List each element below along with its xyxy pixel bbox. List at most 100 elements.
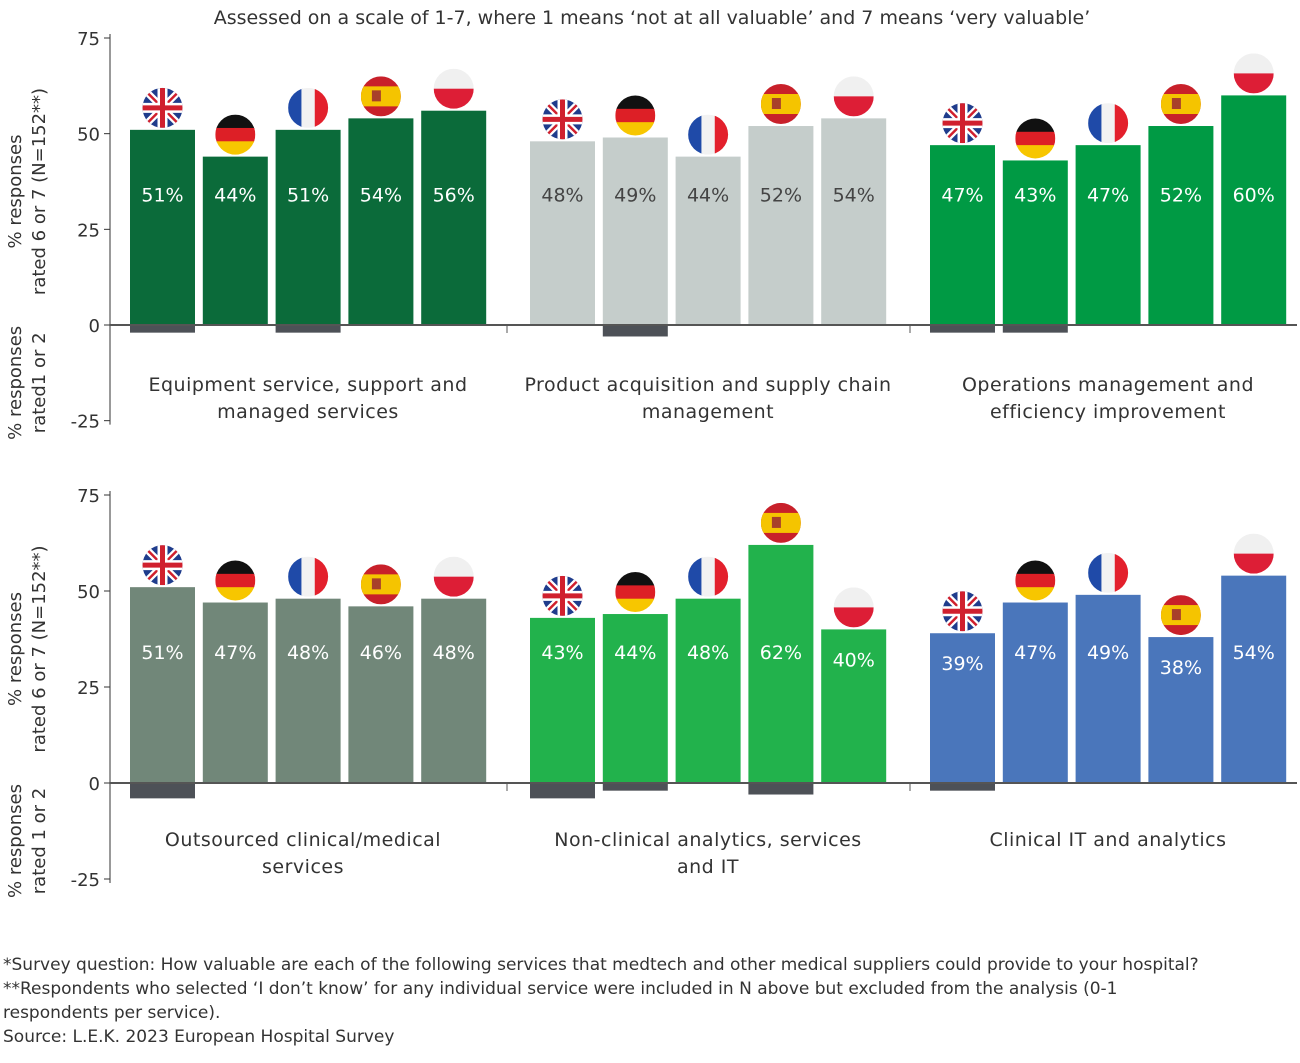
spain-flag-icon	[1160, 84, 1201, 125]
y-axis-label-negative: % responses rated1 or 2	[5, 326, 50, 440]
y-tick-label: 50	[77, 582, 100, 603]
spain-flag-icon	[360, 564, 401, 605]
bar-france	[275, 129, 341, 325]
bar-germany	[1002, 602, 1068, 783]
spain-flag-icon	[1160, 595, 1201, 636]
data-label: 49%	[614, 184, 656, 206]
bar-poland	[821, 629, 887, 783]
negative-bar	[275, 325, 341, 333]
data-label: 52%	[1160, 184, 1202, 206]
germany-flag-icon	[615, 95, 656, 136]
poland-flag-icon	[1233, 533, 1274, 574]
bar-uk	[930, 145, 995, 325]
uk-flag-icon	[142, 87, 183, 128]
bar-germany	[602, 614, 668, 783]
bar-group: 39% 47% 49% 38% 54%	[930, 575, 1287, 791]
y-axis-label-negative: % responses rated 1 or 2	[5, 784, 50, 898]
data-label: 52%	[760, 184, 802, 206]
y-tick-label: 0	[89, 316, 100, 337]
bar-poland	[821, 118, 887, 325]
uk-flag-icon	[142, 545, 183, 586]
data-label: 56%	[433, 184, 475, 206]
bar-uk	[130, 587, 195, 783]
data-label: 54%	[833, 184, 875, 206]
bar-germany	[202, 156, 268, 325]
data-label: 44%	[614, 642, 656, 664]
france-flag-icon	[688, 556, 729, 597]
group-label-outsourced: Outsourced clinical/medical services	[164, 829, 442, 878]
data-label: 62%	[760, 642, 802, 664]
group-label-non-clinical: Non-clinical analytics, services and IT	[554, 829, 862, 878]
group-label-equipment: Equipment service, support and managed s…	[148, 374, 468, 423]
uk-flag-icon	[942, 591, 983, 632]
chart-panel-1: 75 50 25 0 -25 % responses rated 6 or 7 (N=152…	[5, 29, 1297, 440]
chart-panel-2: 75 50 25 0 -25 % responses rated 6 or 7 (N=152…	[5, 486, 1297, 898]
france-flag-icon	[288, 556, 329, 597]
negative-bar	[130, 783, 195, 799]
france-flag-icon	[688, 114, 729, 155]
data-label: 51%	[141, 642, 183, 664]
bar-spain	[1148, 126, 1214, 325]
chart-title: Assessed on a scale of 1-7, where 1 mean…	[214, 7, 1091, 29]
data-label: 48%	[687, 642, 729, 664]
data-label: 47%	[1087, 184, 1129, 206]
data-label: 54%	[1233, 642, 1275, 664]
data-label: 48%	[433, 642, 475, 664]
bar-uk	[930, 633, 995, 783]
bar-spain	[1148, 637, 1214, 783]
spain-flag-icon	[360, 76, 401, 117]
data-label: 54%	[360, 184, 402, 206]
uk-flag-icon	[542, 99, 583, 140]
data-label: 51%	[141, 184, 183, 206]
data-label: 47%	[214, 642, 256, 664]
y-tick-label: 0	[89, 774, 100, 795]
y-tick-label: -25	[71, 870, 100, 891]
bar-france	[1075, 145, 1141, 325]
group-label-operations: Operations management and efficiency imp…	[961, 374, 1255, 423]
poland-flag-icon	[433, 556, 474, 597]
bar-spain	[748, 544, 814, 783]
bar-poland	[1221, 575, 1287, 783]
bar-group: 43% 44% 48% 62% 40%	[530, 544, 887, 799]
bar-poland	[1221, 95, 1287, 326]
data-label: 60%	[1233, 184, 1275, 206]
chart-canvas: 75 50 25 0 -25 % responses rated 6 or 7 (N=152…	[5, 7, 1297, 898]
germany-flag-icon	[1015, 560, 1056, 601]
bar-germany	[202, 602, 268, 783]
y-tick-label: 25	[77, 220, 100, 241]
y-axis-label-positive: % responses rated 6 or 7 (N=152**)	[5, 545, 50, 752]
data-label: 47%	[941, 184, 983, 206]
y-tick-label: 50	[77, 125, 100, 146]
poland-flag-icon	[833, 587, 874, 628]
poland-flag-icon	[833, 76, 874, 117]
germany-flag-icon	[215, 114, 256, 155]
negative-bar	[930, 783, 995, 791]
data-label: 39%	[941, 653, 983, 675]
germany-flag-icon	[215, 560, 256, 601]
negative-bar	[602, 325, 668, 337]
footnote-source: Source: L.E.K. 2023 European Hospital Su…	[3, 1027, 395, 1047]
bar-spain	[348, 118, 414, 325]
uk-flag-icon	[942, 103, 983, 144]
data-label: 38%	[1160, 657, 1202, 679]
france-flag-icon	[1088, 552, 1129, 593]
negative-bar	[748, 783, 814, 795]
uk-flag-icon	[542, 575, 583, 616]
bar-uk	[530, 617, 595, 783]
bar-group: 48% 49% 44% 52% 54%	[530, 118, 887, 337]
data-label: 48%	[541, 184, 583, 206]
bar-uk	[130, 129, 195, 325]
bar-poland	[421, 110, 487, 325]
germany-flag-icon	[1015, 118, 1056, 159]
bar-spain	[348, 606, 414, 783]
bar-germany	[1002, 160, 1068, 325]
bar-france	[1075, 594, 1141, 783]
y-tick-label: 75	[77, 29, 100, 50]
france-flag-icon	[288, 87, 329, 128]
negative-bar	[1002, 325, 1068, 333]
bar-france	[675, 598, 741, 783]
bar-group: 51% 47% 48% 46% 48%	[130, 587, 487, 799]
spain-flag-icon	[760, 502, 801, 543]
negative-bar	[130, 325, 195, 333]
